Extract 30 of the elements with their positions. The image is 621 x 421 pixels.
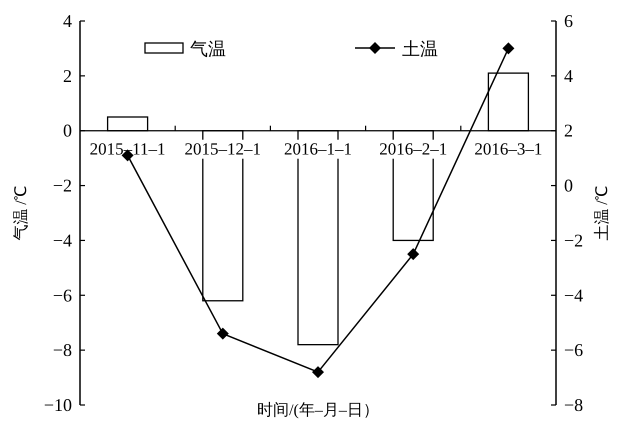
y-axis-title: 气温 /℃ [13, 185, 30, 241]
y2-tick-label: 4 [564, 66, 573, 86]
y2-tick-label: −4 [564, 285, 584, 306]
y-tick-label: −6 [52, 285, 72, 306]
y-tick-label: −4 [52, 230, 72, 250]
x-tick-label: 2016–2–1 [379, 140, 448, 159]
y2-axis-title: 土温 /℃ [593, 185, 611, 241]
y-tick-label: 4 [63, 11, 72, 31]
x-tick-label: 2016–1–1 [284, 140, 352, 159]
point [216, 328, 229, 340]
y2-tick-label: −8 [564, 395, 584, 415]
point [407, 248, 420, 260]
point [502, 42, 514, 54]
x-tick-label: 2015–11–1 [90, 140, 166, 159]
y-tick-label: 0 [63, 120, 72, 141]
y-tick-label: −2 [52, 176, 72, 196]
legend-label: 土温 [402, 39, 438, 59]
y2-tick-label: 2 [564, 120, 573, 141]
x-tick-label: 2016–3–1 [474, 140, 542, 159]
y2-tick-label: −2 [564, 230, 584, 250]
y2-tick-label: 6 [564, 11, 573, 31]
y2-tick-label: 0 [564, 176, 573, 196]
x-axis-title: 时间/(年–月–日） [257, 401, 379, 419]
legend-label: 气温 [190, 39, 226, 59]
y-tick-label: 2 [63, 66, 72, 86]
y-tick-label: −8 [52, 340, 72, 360]
y2-tick-label: −6 [564, 340, 584, 360]
x-tick-label: 2015–12–1 [184, 140, 262, 159]
point [312, 366, 324, 378]
y-tick-label: −10 [44, 395, 72, 415]
